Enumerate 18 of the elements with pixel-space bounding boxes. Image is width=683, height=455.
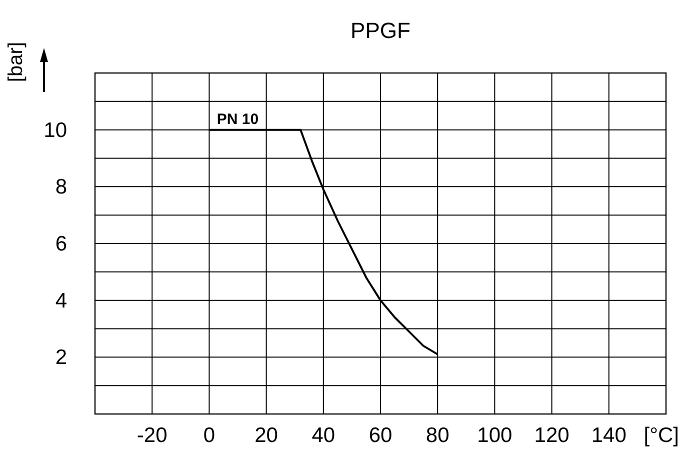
y-tick-label: 2 (55, 346, 67, 370)
annotation: PN 10 (216, 110, 259, 128)
x-axis-title: [°C] (644, 424, 679, 447)
x-tick-label: 80 (426, 424, 450, 447)
y-axis-title: [bar] (5, 42, 27, 82)
x-tick-label: 140 (591, 424, 626, 447)
x-tick-label: 120 (534, 424, 570, 447)
x-tick-label: -20 (136, 424, 168, 447)
y-tick-label: 10 (44, 118, 67, 142)
x-tick-label: 100 (477, 424, 512, 447)
x-tick-label: 0 (203, 424, 216, 447)
x-tick-label: 20 (254, 424, 278, 447)
y-tick-label: 4 (55, 289, 68, 312)
x-tick-label: 40 (312, 424, 336, 447)
y-tick-label: 6 (55, 232, 67, 256)
y-tick-label: 8 (55, 176, 67, 199)
chart-title: PPGF (350, 18, 410, 43)
x-tick-label: 60 (368, 424, 392, 447)
